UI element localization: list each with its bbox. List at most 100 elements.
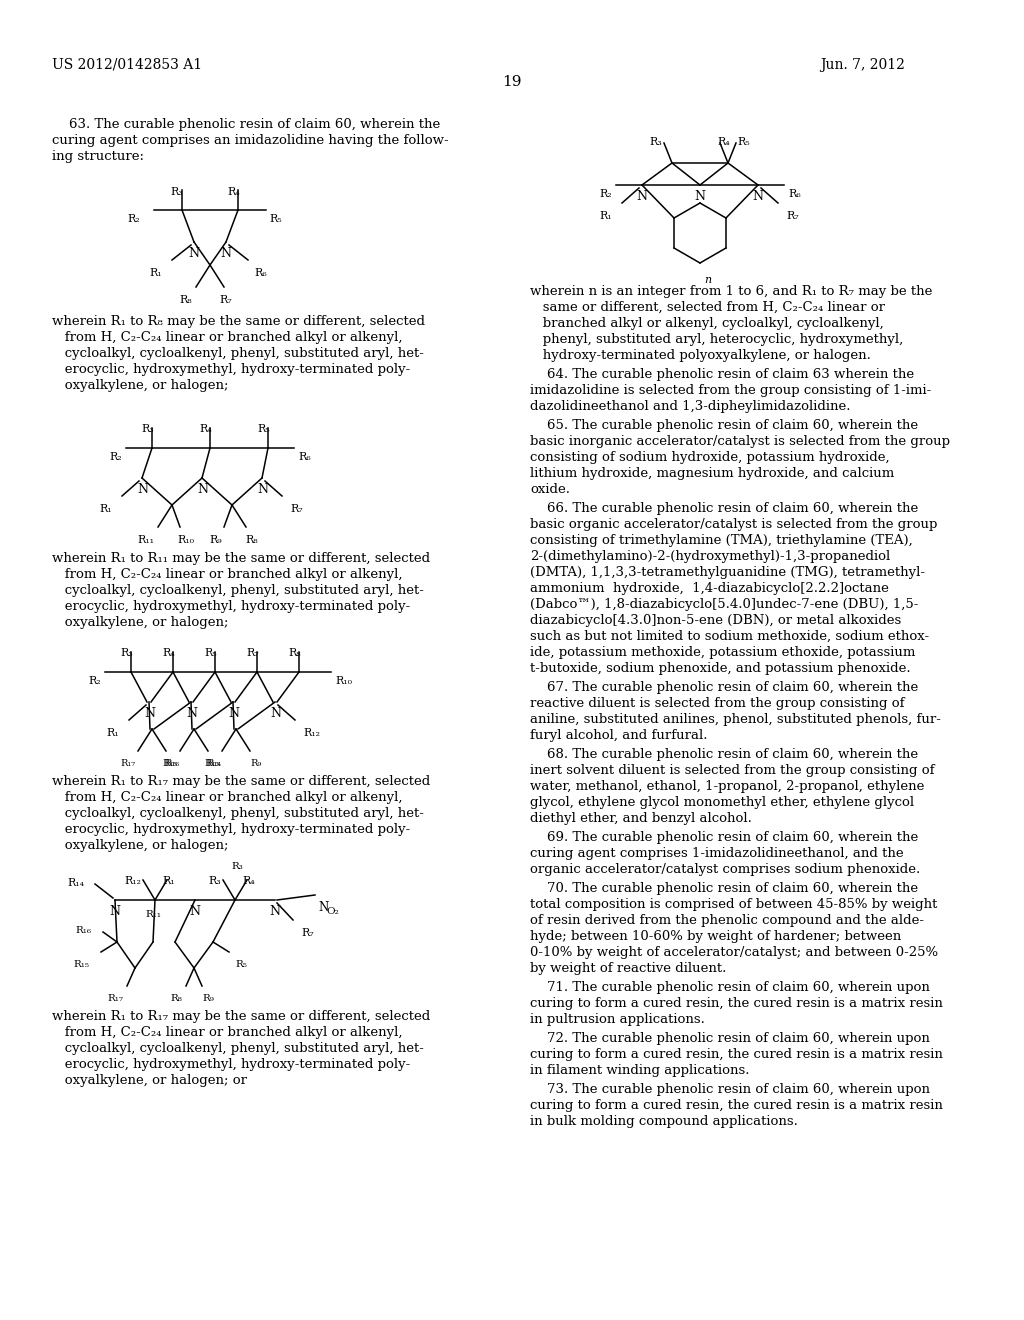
- Text: R₇: R₇: [219, 294, 232, 305]
- Text: R₁₆: R₁₆: [75, 927, 91, 935]
- Text: R₁₄: R₁₄: [68, 878, 85, 888]
- Text: oxyalkylene, or halogen; or: oxyalkylene, or halogen; or: [52, 1074, 247, 1086]
- Text: 73. The curable phenolic resin of claim 60, wherein upon: 73. The curable phenolic resin of claim …: [530, 1082, 930, 1096]
- Text: N: N: [694, 190, 706, 203]
- Text: cycloalkyl, cycloalkenyl, phenyl, substituted aryl, het-: cycloalkyl, cycloalkenyl, phenyl, substi…: [52, 1041, 424, 1055]
- Text: R₆: R₆: [254, 268, 266, 279]
- Text: R₄: R₄: [243, 876, 255, 886]
- Text: oxyalkylene, or halogen;: oxyalkylene, or halogen;: [52, 840, 228, 851]
- Text: 68. The curable phenolic resin of claim 60, wherein the: 68. The curable phenolic resin of claim …: [530, 748, 919, 762]
- Text: 63. The curable phenolic resin of claim 60, wherein the: 63. The curable phenolic resin of claim …: [52, 117, 440, 131]
- Text: by weight of reactive diluent.: by weight of reactive diluent.: [530, 962, 726, 975]
- Text: R₅: R₅: [269, 214, 282, 224]
- Text: R₁₂: R₁₂: [303, 729, 319, 738]
- Text: R₁₅: R₁₅: [163, 759, 177, 768]
- Text: from H, C₂-C₂₄ linear or branched alkyl or alkenyl,: from H, C₂-C₂₄ linear or branched alkyl …: [52, 1026, 402, 1039]
- Text: R₆: R₆: [298, 451, 310, 462]
- Text: oxide.: oxide.: [530, 483, 570, 496]
- Text: t-butoxide, sodium phenoxide, and potassium phenoxide.: t-butoxide, sodium phenoxide, and potass…: [530, 663, 910, 675]
- Text: cycloalkyl, cycloalkenyl, phenyl, substituted aryl, het-: cycloalkyl, cycloalkenyl, phenyl, substi…: [52, 583, 424, 597]
- Text: 69. The curable phenolic resin of claim 60, wherein the: 69. The curable phenolic resin of claim …: [530, 832, 919, 843]
- Text: R₁₀: R₁₀: [177, 535, 195, 545]
- Text: basic organic accelerator/catalyst is selected from the group: basic organic accelerator/catalyst is se…: [530, 517, 937, 531]
- Text: branched alkyl or alkenyl, cycloalkyl, cycloalkenyl,: branched alkyl or alkenyl, cycloalkyl, c…: [530, 317, 884, 330]
- Text: (Dabco™), 1,8-diazabicyclo[5.4.0]undec-7-ene (DBU), 1,5-: (Dabco™), 1,8-diazabicyclo[5.4.0]undec-7…: [530, 598, 919, 611]
- Text: diethyl ether, and benzyl alcohol.: diethyl ether, and benzyl alcohol.: [530, 812, 752, 825]
- Text: R₂: R₂: [88, 676, 101, 686]
- Text: R₅: R₅: [737, 137, 751, 147]
- Text: phenyl, substituted aryl, heterocyclic, hydroxymethyl,: phenyl, substituted aryl, heterocyclic, …: [530, 333, 903, 346]
- Text: wherein R₁ to R₁₇ may be the same or different, selected: wherein R₁ to R₁₇ may be the same or dif…: [52, 1010, 430, 1023]
- Text: 19: 19: [502, 75, 522, 88]
- Text: ide, potassium methoxide, potassium ethoxide, potassium: ide, potassium methoxide, potassium etho…: [530, 645, 915, 659]
- Text: 66. The curable phenolic resin of claim 60, wherein the: 66. The curable phenolic resin of claim …: [530, 502, 919, 515]
- Text: from H, C₂-C₂₄ linear or branched alkyl or alkenyl,: from H, C₂-C₂₄ linear or branched alkyl …: [52, 331, 402, 345]
- Text: R₁₀: R₁₀: [335, 676, 352, 686]
- Text: n: n: [705, 275, 711, 285]
- Text: ing structure:: ing structure:: [52, 150, 144, 162]
- Text: hyde; between 10-60% by weight of hardener; between: hyde; between 10-60% by weight of harden…: [530, 931, 901, 942]
- Text: N: N: [137, 483, 148, 496]
- Text: such as but not limited to sodium methoxide, sodium ethox-: such as but not limited to sodium methox…: [530, 630, 929, 643]
- Text: O₂: O₂: [326, 907, 339, 916]
- Text: N: N: [144, 708, 156, 719]
- Text: erocyclic, hydroxymethyl, hydroxy-terminated poly-: erocyclic, hydroxymethyl, hydroxy-termin…: [52, 601, 411, 612]
- Text: curing to form a cured resin, the cured resin is a matrix resin: curing to form a cured resin, the cured …: [530, 997, 943, 1010]
- Text: curing agent comprises an imidazolidine having the follow-: curing agent comprises an imidazolidine …: [52, 135, 449, 147]
- Text: erocyclic, hydroxymethyl, hydroxy-terminated poly-: erocyclic, hydroxymethyl, hydroxy-termin…: [52, 1059, 411, 1071]
- Text: N: N: [186, 708, 198, 719]
- Text: wherein R₁ to R₈ may be the same or different, selected: wherein R₁ to R₈ may be the same or diff…: [52, 315, 425, 327]
- Text: curing to form a cured resin, the cured resin is a matrix resin: curing to form a cured resin, the cured …: [530, 1048, 943, 1061]
- Text: N: N: [220, 247, 231, 260]
- Text: of resin derived from the phenolic compound and the alde-: of resin derived from the phenolic compo…: [530, 913, 924, 927]
- Text: R₅: R₅: [205, 648, 217, 657]
- Text: cycloalkyl, cycloalkenyl, phenyl, substituted aryl, het-: cycloalkyl, cycloalkenyl, phenyl, substi…: [52, 807, 424, 820]
- Text: R₂: R₂: [127, 214, 140, 224]
- Text: wherein n is an integer from 1 to 6, and R₁ to R₇ may be the: wherein n is an integer from 1 to 6, and…: [530, 285, 933, 298]
- Text: same or different, selected from H, C₂-C₂₄ linear or: same or different, selected from H, C₂-C…: [530, 301, 885, 314]
- Text: 71. The curable phenolic resin of claim 60, wherein upon: 71. The curable phenolic resin of claim …: [530, 981, 930, 994]
- Text: N: N: [188, 247, 200, 260]
- Text: N: N: [269, 906, 281, 917]
- Text: R₈: R₈: [170, 994, 182, 1003]
- Text: imidazolidine is selected from the group consisting of 1-imi-: imidazolidine is selected from the group…: [530, 384, 931, 397]
- Text: R₄: R₄: [718, 137, 730, 147]
- Text: 0-10% by weight of accelerator/catalyst; and between 0-25%: 0-10% by weight of accelerator/catalyst;…: [530, 946, 938, 960]
- Text: Jun. 7, 2012: Jun. 7, 2012: [820, 58, 905, 73]
- Text: R₈: R₈: [246, 535, 258, 545]
- Text: R₁₅: R₁₅: [73, 960, 89, 969]
- Text: R₃: R₃: [209, 876, 221, 886]
- Text: R₉: R₉: [202, 994, 214, 1003]
- Text: R₈: R₈: [179, 294, 193, 305]
- Text: in pultrusion applications.: in pultrusion applications.: [530, 1012, 705, 1026]
- Text: ammonium  hydroxide,  1,4-diazabicyclo[2.2.2]octane: ammonium hydroxide, 1,4-diazabicyclo[2.2…: [530, 582, 889, 595]
- Text: R₁: R₁: [106, 729, 119, 738]
- Text: furyl alcohol, and furfural.: furyl alcohol, and furfural.: [530, 729, 708, 742]
- Text: N: N: [228, 708, 240, 719]
- Text: curing to form a cured resin, the cured resin is a matrix resin: curing to form a cured resin, the cured …: [530, 1100, 943, 1111]
- Text: N: N: [198, 483, 209, 496]
- Text: N: N: [257, 483, 268, 496]
- Text: US 2012/0142853 A1: US 2012/0142853 A1: [52, 58, 202, 73]
- Text: curing agent comprises 1-imidazolidineethanol, and the: curing agent comprises 1-imidazolidineet…: [530, 847, 903, 861]
- Text: inert solvent diluent is selected from the group consisting of: inert solvent diluent is selected from t…: [530, 764, 935, 777]
- Text: R₄: R₄: [227, 187, 241, 197]
- Text: glycol, ethylene glycol monomethyl ether, ethylene glycol: glycol, ethylene glycol monomethyl ether…: [530, 796, 914, 809]
- Text: reactive diluent is selected from the group consisting of: reactive diluent is selected from the gr…: [530, 697, 904, 710]
- Text: wherein R₁ to R₁₇ may be the same or different, selected: wherein R₁ to R₁₇ may be the same or dif…: [52, 775, 430, 788]
- Text: R₇: R₇: [247, 648, 259, 657]
- Text: N: N: [110, 906, 121, 917]
- Text: in bulk molding compound applications.: in bulk molding compound applications.: [530, 1115, 798, 1129]
- Text: R₈: R₈: [289, 648, 301, 657]
- Text: organic accelerator/catalyst comprises sodium phenoxide.: organic accelerator/catalyst comprises s…: [530, 863, 921, 876]
- Text: basic inorganic accelerator/catalyst is selected from the group: basic inorganic accelerator/catalyst is …: [530, 436, 950, 447]
- Text: R₅: R₅: [234, 960, 247, 969]
- Text: R₃: R₃: [649, 137, 663, 147]
- Text: R₁₁: R₁₁: [145, 909, 161, 919]
- Text: R₃: R₃: [121, 648, 133, 657]
- Text: from H, C₂-C₂₄ linear or branched alkyl or alkenyl,: from H, C₂-C₂₄ linear or branched alkyl …: [52, 791, 402, 804]
- Text: 67. The curable phenolic resin of claim 60, wherein the: 67. The curable phenolic resin of claim …: [530, 681, 919, 694]
- Text: R₆: R₆: [788, 189, 801, 199]
- Text: R₁: R₁: [163, 876, 175, 886]
- Text: dazolidineethanol and 1,3-dipheylimidazolidine.: dazolidineethanol and 1,3-dipheylimidazo…: [530, 400, 851, 413]
